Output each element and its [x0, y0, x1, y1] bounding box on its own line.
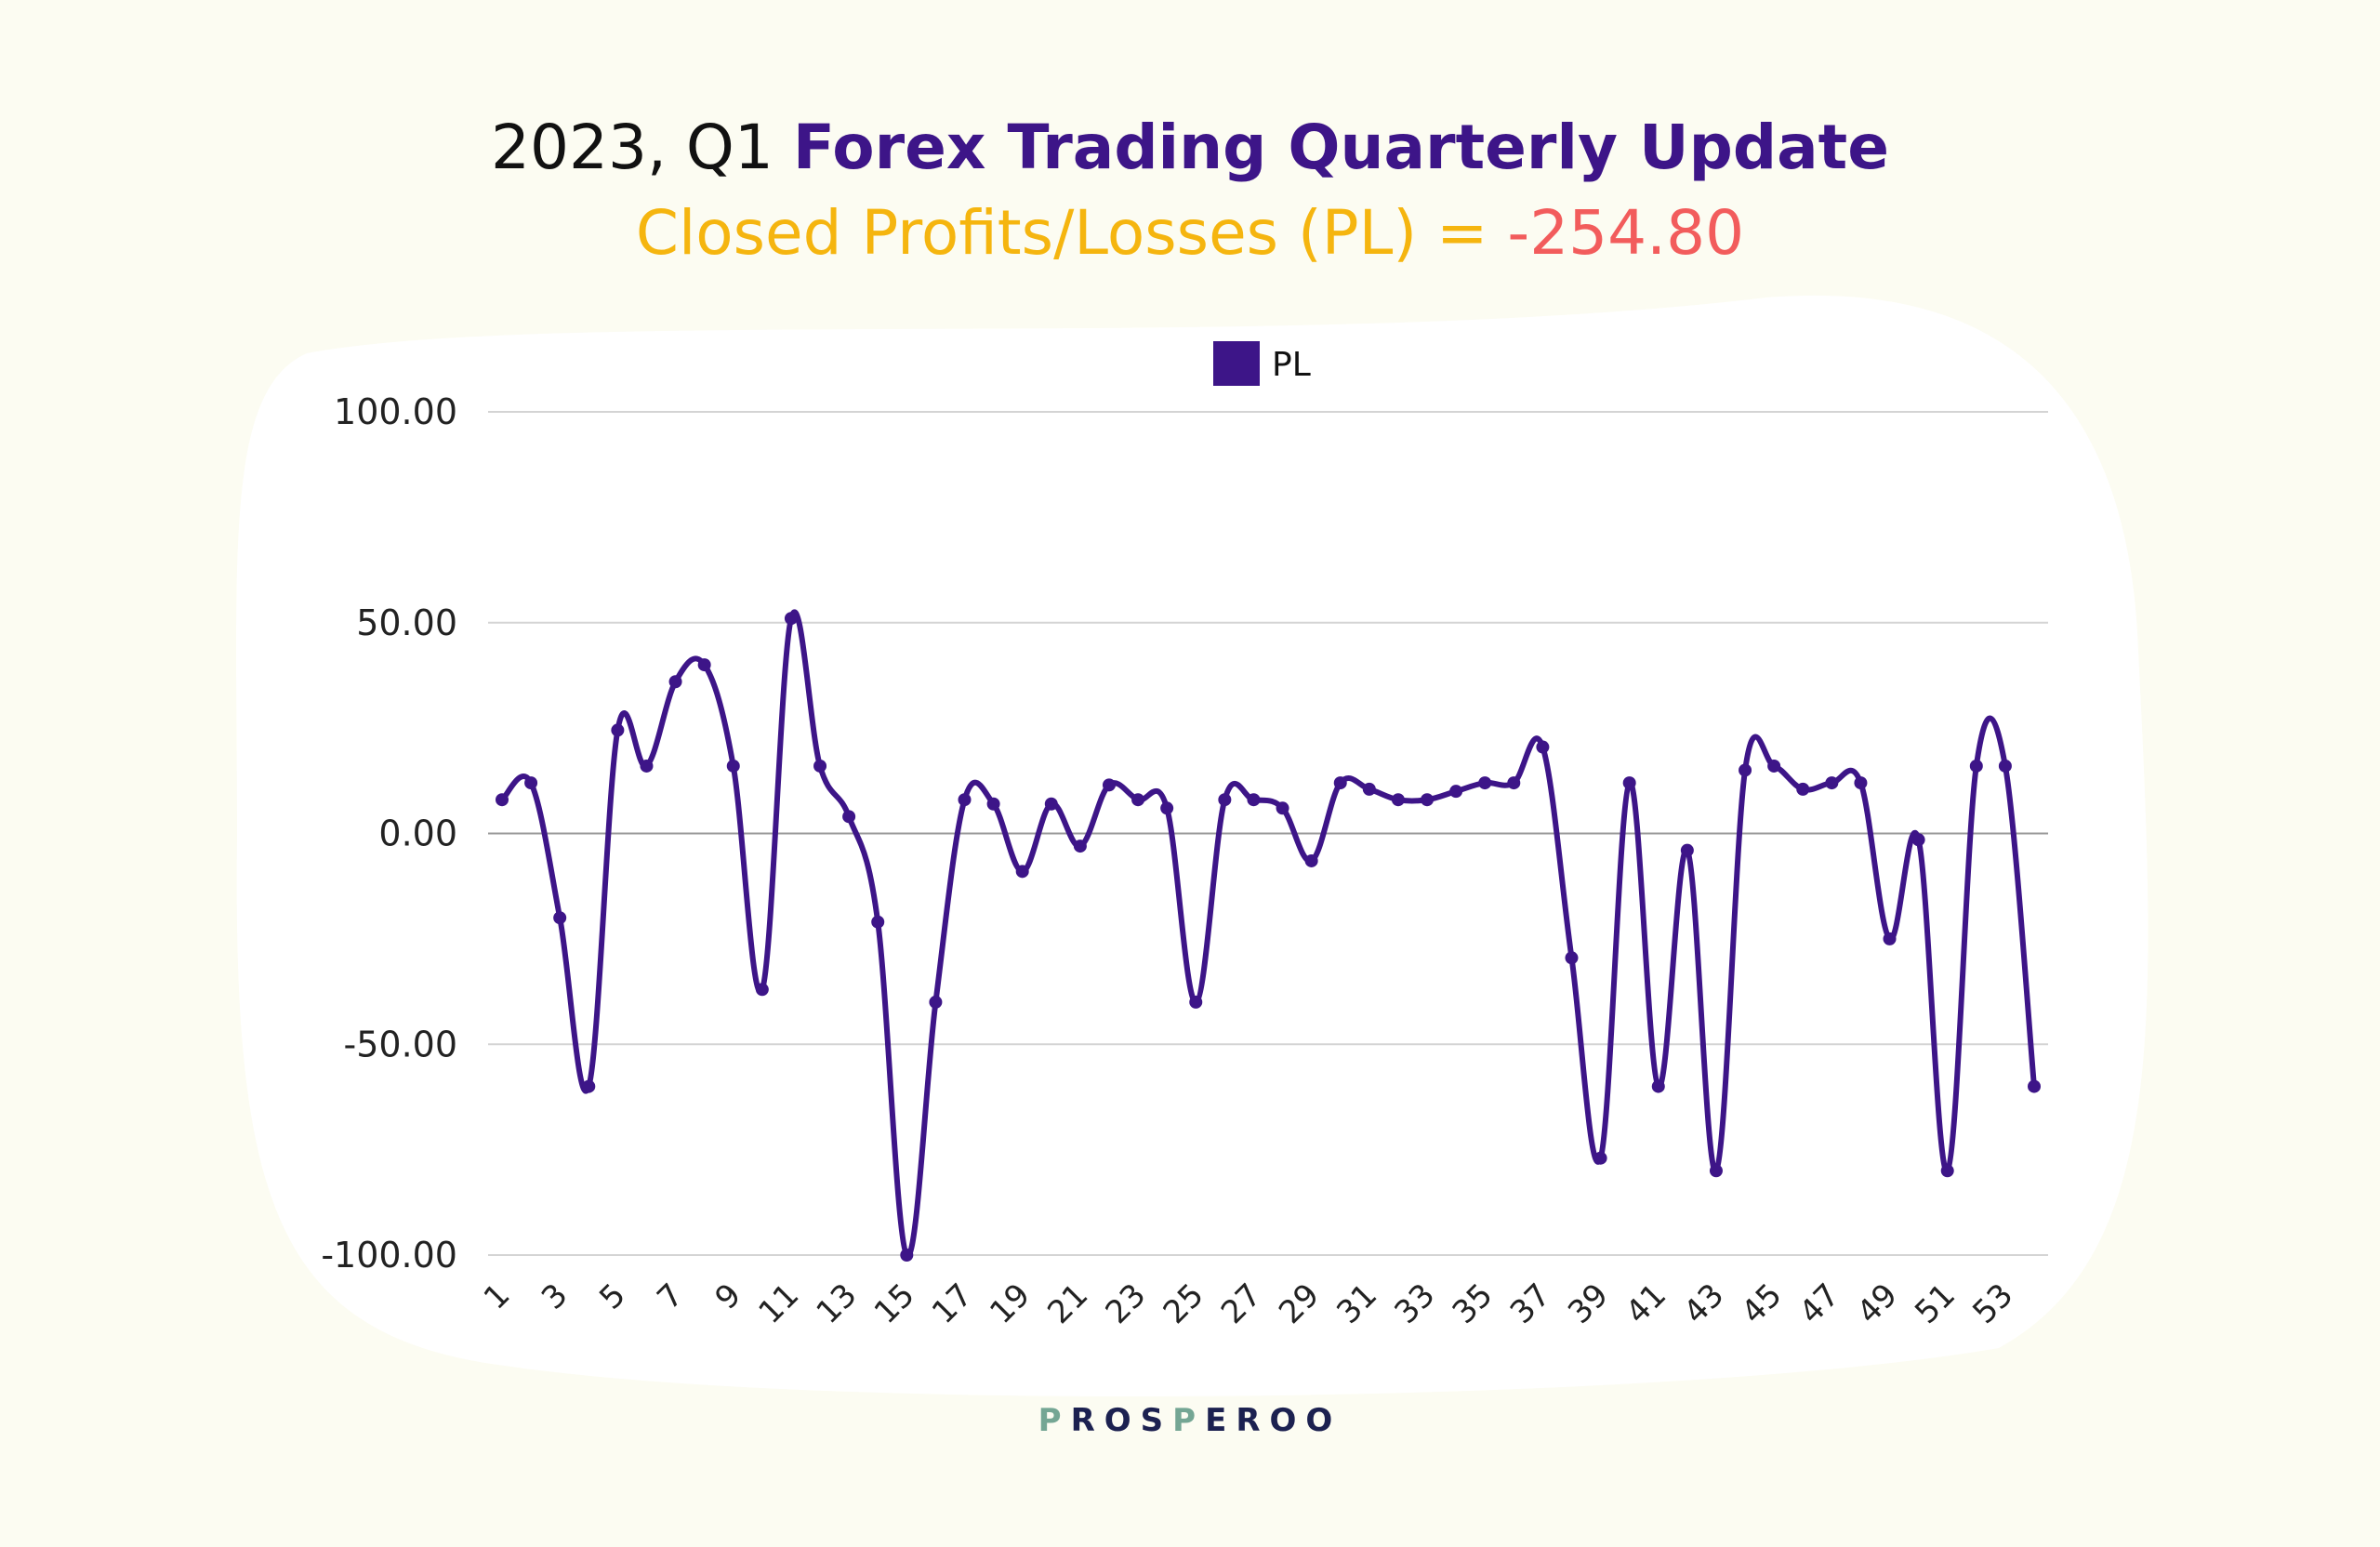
chart-panel [236, 295, 2149, 1397]
data-point [1160, 801, 1174, 815]
prosperoo-logo: PROSPEROO [1038, 1402, 1342, 1439]
data-point [1593, 1151, 1607, 1165]
legend-label-pl: PL [1272, 346, 1311, 384]
y-tick-label: -100.00 [321, 1235, 457, 1276]
data-point [1680, 843, 1694, 857]
data-point [582, 1079, 596, 1093]
data-point [1507, 776, 1521, 790]
data-point [842, 810, 856, 824]
data-point [553, 911, 567, 925]
data-point [1651, 1079, 1665, 1093]
data-point [1536, 740, 1550, 754]
data-point [1131, 793, 1145, 807]
title-prefix: 2023, Q1 [491, 112, 793, 183]
data-point [1391, 793, 1405, 807]
data-point [755, 983, 769, 997]
chart-title: 2023, Q1 Forex Trading Quarterly Update [0, 112, 2380, 183]
y-tick-label: 50.00 [356, 602, 457, 643]
data-point [1421, 793, 1435, 807]
data-point [2028, 1079, 2041, 1093]
data-point [1449, 785, 1463, 799]
data-point [1854, 776, 1868, 790]
data-point [1247, 793, 1261, 807]
data-point [640, 759, 654, 773]
data-point [1073, 840, 1087, 853]
data-point [611, 723, 625, 737]
data-point [1911, 833, 1925, 847]
data-point [1709, 1164, 1723, 1178]
data-point [697, 658, 711, 672]
data-point [813, 759, 827, 773]
legend-swatch-pl [1213, 341, 1260, 386]
data-point [1218, 793, 1232, 807]
chart-subtitle: Closed Profits/Losses (PL) = -254.80 [0, 197, 2380, 269]
data-point [1189, 995, 1203, 1009]
data-point [1304, 853, 1318, 867]
data-point [1883, 932, 1897, 945]
title-main: Forex Trading Quarterly Update [792, 112, 1889, 183]
data-point [1940, 1164, 1954, 1178]
data-point [1333, 776, 1347, 790]
data-point [726, 759, 740, 773]
data-point [668, 675, 682, 689]
data-point [871, 915, 885, 929]
data-point [958, 793, 972, 807]
y-tick-label: 0.00 [378, 813, 457, 854]
data-point [900, 1249, 914, 1262]
data-point [1565, 951, 1579, 965]
data-point [1969, 759, 1983, 773]
data-point [1796, 782, 1810, 796]
data-point [784, 612, 798, 626]
subtitle-label: Closed Profits/Losses (PL) = [635, 197, 1508, 269]
subtitle-value: -254.80 [1507, 197, 1745, 269]
data-point [1478, 776, 1492, 790]
data-point [1998, 759, 2012, 773]
data-point [1015, 865, 1029, 879]
data-point [1044, 797, 1058, 811]
data-point [1102, 778, 1116, 792]
data-point [1622, 776, 1636, 790]
data-point [496, 793, 509, 807]
data-point [1825, 776, 1839, 790]
y-tick-label: -50.00 [344, 1024, 458, 1064]
data-point [1362, 782, 1376, 796]
data-point [524, 776, 538, 790]
data-point [929, 995, 943, 1009]
data-point [986, 797, 1000, 811]
y-tick-label: 100.00 [334, 391, 457, 432]
data-point [1276, 801, 1289, 815]
data-point [1739, 763, 1752, 777]
data-point [1767, 759, 1781, 773]
